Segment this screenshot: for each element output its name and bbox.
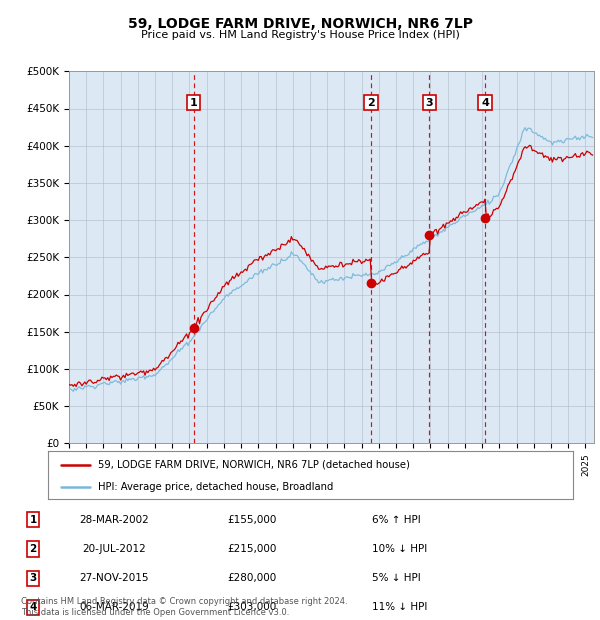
Text: 3: 3 <box>29 573 37 583</box>
Text: £155,000: £155,000 <box>227 515 277 525</box>
Text: 06-MAR-2019: 06-MAR-2019 <box>79 602 149 613</box>
Text: 1: 1 <box>190 97 197 107</box>
Text: Price paid vs. HM Land Registry's House Price Index (HPI): Price paid vs. HM Land Registry's House … <box>140 30 460 40</box>
Text: 4: 4 <box>481 97 489 107</box>
Text: 59, LODGE FARM DRIVE, NORWICH, NR6 7LP: 59, LODGE FARM DRIVE, NORWICH, NR6 7LP <box>128 17 473 32</box>
Text: 2: 2 <box>29 544 37 554</box>
Text: 11% ↓ HPI: 11% ↓ HPI <box>372 602 427 613</box>
Text: 20-JUL-2012: 20-JUL-2012 <box>82 544 146 554</box>
Text: 6% ↑ HPI: 6% ↑ HPI <box>372 515 421 525</box>
Text: 1: 1 <box>29 515 37 525</box>
Text: 2: 2 <box>367 97 375 107</box>
Text: 3: 3 <box>425 97 433 107</box>
Text: 59, LODGE FARM DRIVE, NORWICH, NR6 7LP (detached house): 59, LODGE FARM DRIVE, NORWICH, NR6 7LP (… <box>98 459 410 470</box>
Text: £303,000: £303,000 <box>227 602 277 613</box>
Text: 28-MAR-2002: 28-MAR-2002 <box>79 515 149 525</box>
Text: £215,000: £215,000 <box>227 544 277 554</box>
Text: Contains HM Land Registry data © Crown copyright and database right 2024.
This d: Contains HM Land Registry data © Crown c… <box>21 598 347 617</box>
Text: HPI: Average price, detached house, Broadland: HPI: Average price, detached house, Broa… <box>98 482 333 492</box>
Text: 4: 4 <box>29 602 37 613</box>
Text: 10% ↓ HPI: 10% ↓ HPI <box>372 544 427 554</box>
Text: 27-NOV-2015: 27-NOV-2015 <box>79 573 149 583</box>
Text: £280,000: £280,000 <box>227 573 277 583</box>
Text: 5% ↓ HPI: 5% ↓ HPI <box>372 573 421 583</box>
